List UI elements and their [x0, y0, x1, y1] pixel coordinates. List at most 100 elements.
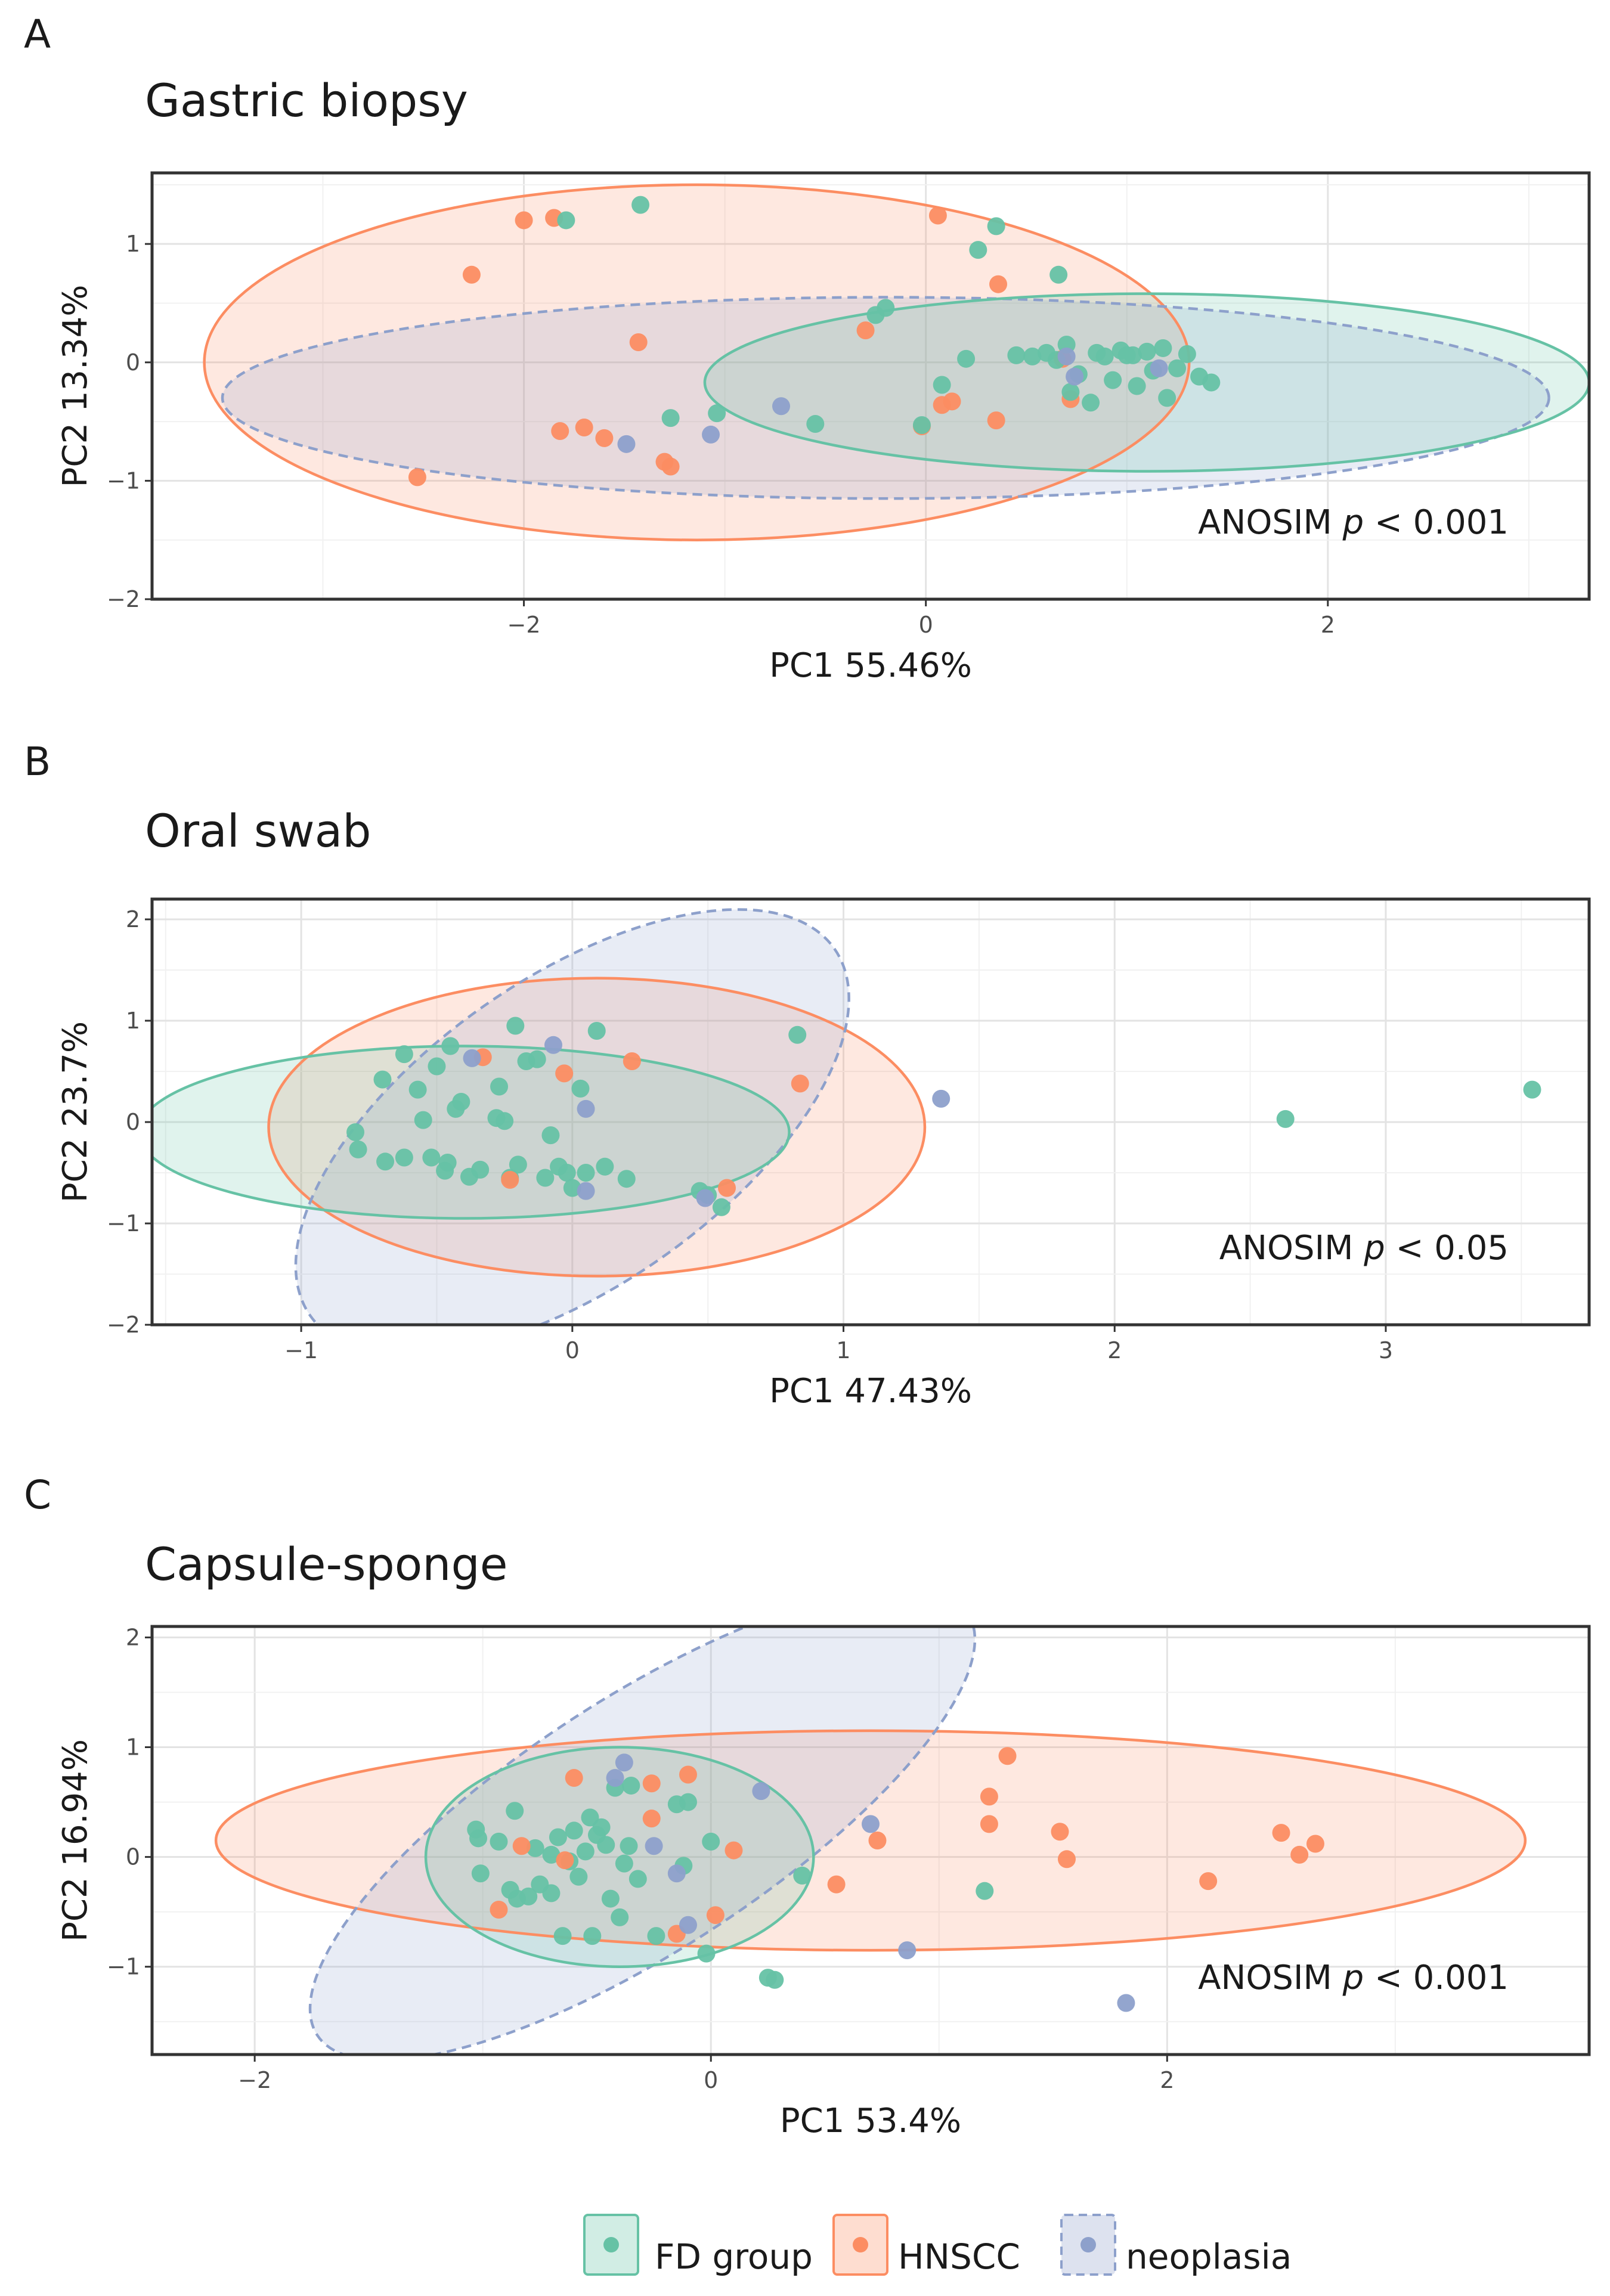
point-neo — [577, 1182, 595, 1200]
ellipse-fd — [152, 1045, 791, 1220]
point-hnscc — [515, 211, 533, 230]
point-hnscc — [827, 1875, 846, 1894]
point-fd — [414, 1111, 432, 1129]
point-fd — [620, 1837, 638, 1855]
point-fd — [506, 1017, 525, 1035]
point-hnscc — [556, 1851, 574, 1870]
y-tick-label: 1 — [126, 1008, 140, 1034]
y-tick-label: 2 — [126, 1624, 140, 1650]
point-fd — [490, 1832, 508, 1851]
point-fd — [596, 1157, 614, 1176]
point-fd — [583, 1927, 602, 1945]
ellipse-neo — [308, 1626, 977, 2055]
point-hnscc — [1057, 1850, 1076, 1869]
y-tick-label: −2 — [107, 1312, 140, 1338]
point-neo — [752, 1782, 770, 1801]
ellipse-neo — [294, 908, 850, 1325]
anosim-annotation: ANOSIM p < 0.05 — [1219, 1229, 1509, 1268]
point-fd — [542, 1884, 561, 1903]
point-fd — [509, 1155, 527, 1174]
y-tick-label: 0 — [126, 349, 140, 376]
point-fd — [490, 1077, 509, 1096]
point-hnscc — [980, 1815, 998, 1833]
point-hnscc — [490, 1900, 508, 1919]
legend-dot-fd — [603, 2237, 619, 2252]
plot-frame — [150, 897, 1591, 1327]
legend-dot-hnscc — [853, 2237, 868, 2252]
point-fd — [501, 1880, 519, 1899]
y-tick-label: −1 — [107, 1210, 140, 1237]
point-hnscc — [642, 1809, 661, 1828]
point-fd — [987, 217, 1005, 236]
point-hnscc — [1051, 1823, 1069, 1841]
y-axis-title: PC2 16.94% — [56, 1739, 95, 1942]
point-neo — [772, 397, 791, 416]
point-fd — [679, 1793, 697, 1811]
point-fd — [1023, 347, 1042, 365]
panel-letter: A — [24, 11, 51, 57]
point-fd — [577, 1164, 595, 1182]
plot-area — [152, 899, 1589, 1325]
point-fd — [526, 1839, 544, 1857]
point-fd — [496, 1112, 514, 1130]
panel-c: C Capsule-sponge −2 0 2 −1 0 1 2 PC1 53.4% PC2 16.… — [24, 1472, 1591, 2140]
point-hnscc — [462, 265, 481, 284]
point-fd — [597, 1836, 615, 1854]
point-fd — [592, 1818, 611, 1836]
point-neo — [1066, 367, 1084, 386]
y-axis-title: PC2 13.34% — [56, 285, 95, 488]
point-neo — [667, 1864, 686, 1883]
point-hnscc — [595, 429, 614, 447]
point-hnscc — [642, 1774, 661, 1793]
point-fd — [1276, 1110, 1295, 1128]
ellipse-fd — [424, 1746, 815, 1968]
point-fd — [969, 241, 987, 259]
ellipse-fd — [703, 292, 1589, 473]
point-fd — [661, 409, 680, 427]
y-tick-label: −2 — [107, 586, 140, 612]
point-fd — [506, 1802, 524, 1820]
point-hnscc — [856, 321, 875, 340]
point-neo — [702, 425, 720, 444]
ellipse-neo — [221, 296, 1550, 500]
ellipse-hnscc — [267, 977, 927, 1278]
point-fd — [376, 1152, 395, 1171]
point-hnscc — [791, 1074, 809, 1093]
legend-dot-neoplasia — [1080, 2237, 1096, 2252]
point-neo — [463, 1049, 481, 1067]
point-fd — [541, 1126, 560, 1145]
point-neo — [645, 1837, 663, 1855]
x-tick-label: 0 — [704, 2067, 718, 2093]
point-fd — [571, 1079, 590, 1098]
x-tick-label: −1 — [284, 1337, 318, 1364]
point-fd — [349, 1140, 367, 1158]
x-axis-title: PC1 47.43% — [769, 1372, 972, 1411]
point-fd — [766, 1970, 784, 1989]
y-tick-label: 0 — [126, 1844, 140, 1870]
point-fd — [373, 1070, 392, 1089]
point-hnscc — [943, 392, 961, 411]
point-hnscc — [987, 411, 1005, 430]
plot-area — [152, 173, 1589, 599]
point-fd — [587, 1022, 606, 1040]
point-fd — [622, 1776, 640, 1795]
y-tick-label: 1 — [126, 1734, 140, 1761]
point-fd — [1049, 265, 1068, 284]
point-fd — [441, 1037, 460, 1055]
point-fd — [536, 1169, 555, 1187]
anosim-annotation: ANOSIM p < 0.001 — [1198, 503, 1509, 542]
chart-title: Capsule-sponge — [145, 1538, 507, 1591]
point-fd — [558, 1164, 576, 1182]
x-tick-label: 0 — [565, 1337, 580, 1364]
point-fd — [1178, 345, 1196, 363]
point-neo — [862, 1815, 880, 1833]
point-hnscc — [679, 1765, 697, 1784]
point-fd — [957, 349, 976, 368]
point-neo — [1150, 359, 1168, 377]
x-tick-label: −2 — [507, 612, 541, 638]
point-fd — [708, 404, 726, 423]
point-fd — [528, 1050, 546, 1068]
point-hnscc — [408, 468, 426, 487]
ellipse-fill-neo — [310, 1626, 975, 2055]
